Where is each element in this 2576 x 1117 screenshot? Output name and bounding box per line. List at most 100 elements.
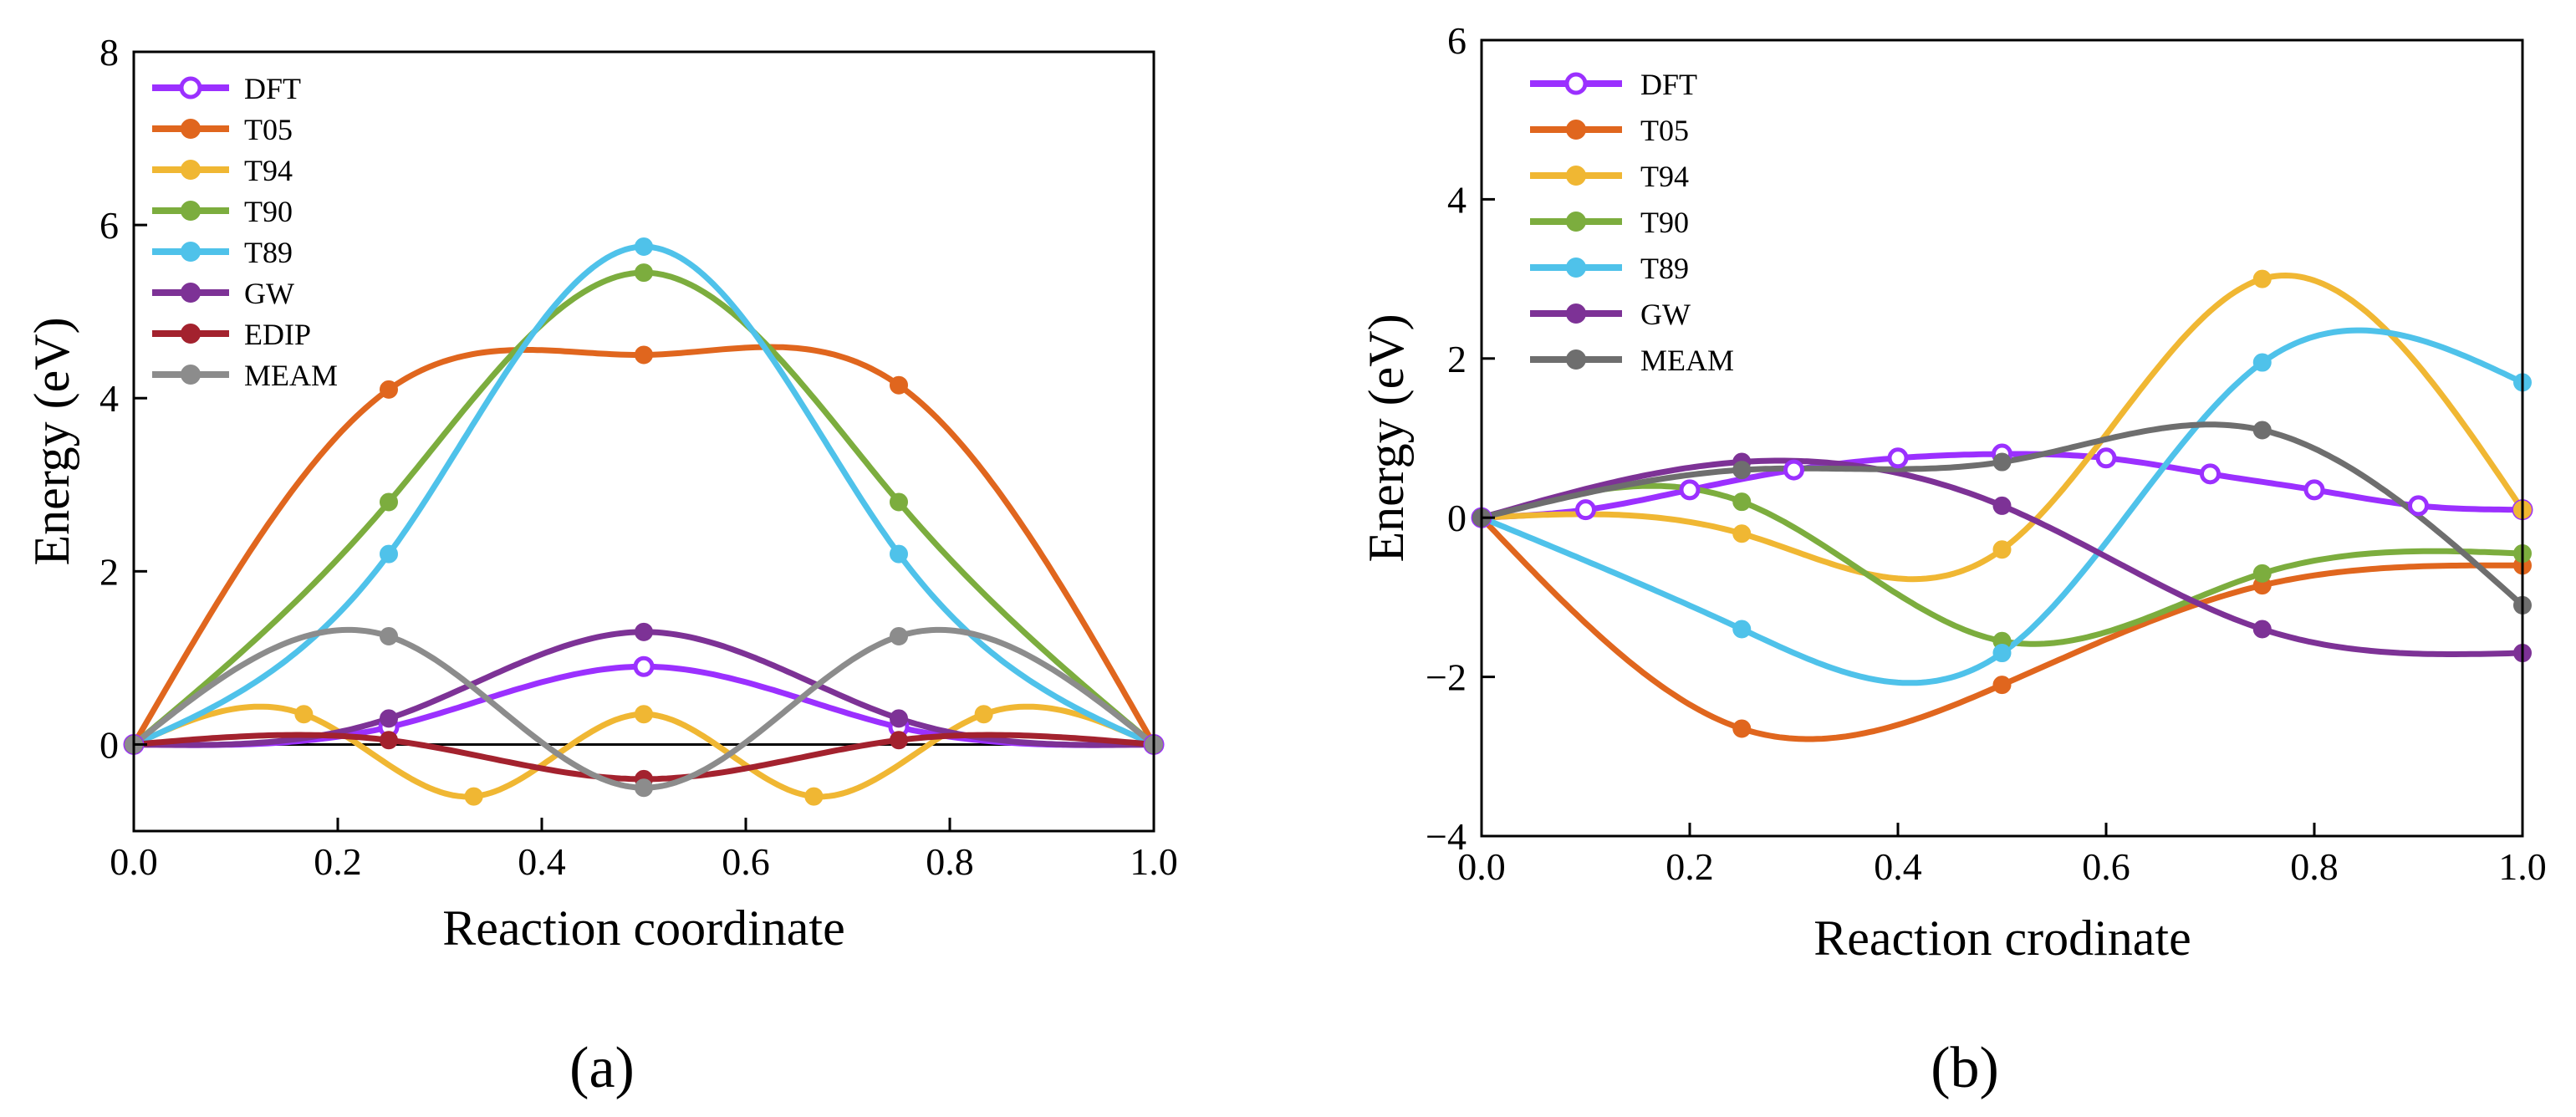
panel-b-data-point-t89 bbox=[1992, 644, 2012, 663]
panel-b-series-line-t94 bbox=[1482, 273, 2522, 583]
panel-b-legend-label-t05: T05 bbox=[1640, 114, 1689, 147]
panel-b-data-point-t05 bbox=[1732, 719, 1752, 738]
panel-b-data-point-dft bbox=[1679, 479, 1701, 501]
panel-a-legend-marker-dft bbox=[179, 76, 202, 99]
panel-a-legend-label-meam: MEAM bbox=[244, 359, 338, 392]
panel-b-legend-label-gw: GW bbox=[1640, 298, 1691, 331]
panel-b-data-point-dft bbox=[1575, 499, 1596, 521]
panel-b-data-point-gw bbox=[2252, 620, 2272, 639]
panel-b-x-tick-label: 0.4 bbox=[1874, 845, 1922, 888]
panel-a-series-line-t05 bbox=[134, 344, 1154, 747]
panel-b-x-tick-label: 0.2 bbox=[1665, 845, 1714, 888]
panel-a-legend-label-t89: T89 bbox=[244, 236, 293, 269]
panel-a-plot-frame bbox=[132, 50, 1155, 833]
panel-a-data-point-t90 bbox=[380, 492, 398, 512]
panel-b-legend-item-t89: T89 bbox=[1530, 252, 1689, 285]
panel-a-data-point-edip bbox=[890, 731, 908, 750]
panel-a-data-point-t90 bbox=[635, 263, 653, 283]
panel-a-legend-item-t05: T05 bbox=[152, 113, 293, 146]
panel-a-y-tick-labels: 0 2 4 6 8 bbox=[99, 31, 119, 766]
panel-b-y-tick-labels: −4 −2 0 2 4 6 bbox=[1426, 19, 1467, 858]
panel-b-legend-label-meam: MEAM bbox=[1640, 344, 1734, 377]
panel-b-legend-marker-t89 bbox=[1566, 258, 1586, 278]
panel-b-data-point-dft bbox=[1783, 459, 1804, 481]
panel-b-data-point-meam bbox=[1992, 452, 2012, 472]
panel-a-data-point-t05 bbox=[635, 345, 653, 365]
panel-a-data-point-t89 bbox=[890, 544, 908, 564]
panel-a-tick-marks bbox=[132, 50, 1155, 831]
panel-b-tick-marks bbox=[1480, 38, 2524, 838]
panel-a-legend-label-t90: T90 bbox=[244, 195, 293, 228]
panel-b-legend-item-gw: GW bbox=[1530, 298, 1691, 331]
panel-b-data-point-gw bbox=[1992, 496, 2012, 515]
panel-a-legend-item-edip: EDIP bbox=[152, 318, 311, 351]
panel-b-legend-item-meam: MEAM bbox=[1530, 344, 1734, 377]
panel-b-data-point-meam bbox=[1732, 461, 1752, 480]
panel-b-legend-label-t90: T90 bbox=[1640, 206, 1689, 239]
panel-a-data-point-t94 bbox=[974, 705, 993, 724]
panel-b-legend-marker-dft bbox=[1564, 72, 1588, 95]
panel-b-data-point-t89 bbox=[2252, 353, 2272, 372]
panel-a-data-point-edip bbox=[380, 731, 398, 750]
panel-a-x-tick-label: 1.0 bbox=[1130, 840, 1178, 883]
panel-b-data-point-dft bbox=[2095, 447, 2117, 469]
panel-a-data-point-meam bbox=[890, 627, 908, 645]
panel-a-label: (a) bbox=[569, 1036, 635, 1100]
panel-b-x-tick-label: 0.8 bbox=[2290, 845, 2339, 888]
panel-b-y-tick-label: −2 bbox=[1426, 656, 1467, 699]
panel-a-legend-item-gw: GW bbox=[152, 277, 294, 310]
panel-b-y-tick-label: 0 bbox=[1447, 497, 1467, 539]
panel-a-y-tick-label: 0 bbox=[99, 723, 119, 766]
panel-a-data-point-t05 bbox=[380, 380, 398, 399]
panel-b-y-axis-label: Energy (eV) bbox=[1359, 314, 1414, 562]
panel-b-data-point-t90 bbox=[1732, 492, 1752, 512]
panel-a-series-line-gw bbox=[134, 629, 1154, 748]
panel-a-data-point-t94 bbox=[804, 787, 824, 806]
panel-b-legend: DFT T05 T94 T90 T89 GW MEAM bbox=[1530, 68, 1734, 377]
panel-a-legend-item-dft: DFT bbox=[152, 72, 301, 105]
panel-a-legend-marker-t05 bbox=[181, 119, 201, 139]
panel-a-x-axis-label: Reaction coordinate bbox=[442, 900, 844, 956]
panel-a-legend-label-dft: DFT bbox=[244, 72, 301, 105]
panel-a-data-point-gw bbox=[380, 709, 398, 728]
panel-a-legend-label-gw: GW bbox=[244, 277, 294, 310]
panel-b-legend-marker-t05 bbox=[1566, 120, 1586, 140]
panel-a-legend-marker-edip bbox=[181, 324, 201, 344]
panel-a-data-point-t94 bbox=[294, 705, 314, 724]
panel-b-data-point-dft bbox=[1887, 447, 1909, 469]
panel-a-x-tick-label: 0.6 bbox=[722, 840, 770, 883]
panel-a-data-point-gw bbox=[890, 709, 908, 728]
panel-a-chart: 0.0 0.2 0.4 0.6 0.8 1.0 0 2 4 6 8 Reaction coordi… bbox=[24, 31, 1178, 1100]
panel-b-x-axis-label: Reaction crodinate bbox=[1813, 910, 2191, 966]
panel-b-data-point-meam bbox=[2252, 421, 2272, 440]
panel-a-data-point-t89 bbox=[635, 237, 653, 256]
panel-a-data-point-meam bbox=[635, 778, 653, 798]
panel-a-legend-item-t90: T90 bbox=[152, 195, 293, 228]
panel-b-data-point-dft bbox=[2200, 463, 2221, 485]
panel-a-legend-marker-t94 bbox=[181, 160, 201, 180]
panel-b-legend-item-t94: T94 bbox=[1530, 160, 1689, 193]
panel-a-x-tick-label: 0.4 bbox=[518, 840, 566, 883]
panel-a-legend-marker-t89 bbox=[181, 242, 201, 262]
panel-a-data-point-t94 bbox=[464, 787, 483, 806]
panel-b-y-tick-label: −4 bbox=[1426, 815, 1467, 858]
panel-a-legend-marker-meam bbox=[181, 365, 201, 385]
panel-b-data-point-t90 bbox=[2252, 564, 2272, 583]
panel-b-plot-frame bbox=[1480, 38, 2524, 838]
panel-b-y-tick-label: 4 bbox=[1447, 178, 1467, 221]
panel-a-legend-item-t89: T89 bbox=[152, 236, 293, 269]
panel-b-x-tick-label: 0.6 bbox=[2082, 845, 2130, 888]
panel-b-legend-marker-t90 bbox=[1566, 212, 1586, 232]
panel-a-data-point-t90 bbox=[890, 492, 908, 512]
panel-a-y-tick-label: 8 bbox=[99, 31, 119, 74]
panel-a-x-tick-label: 0.2 bbox=[314, 840, 362, 883]
panel-b-label: (b) bbox=[1931, 1036, 1999, 1100]
panel-a-data-point-t89 bbox=[380, 544, 398, 564]
panel-b-x-tick-labels: 0.0 0.2 0.4 0.6 0.8 1.0 bbox=[1457, 845, 2547, 888]
panel-a-data-point-dft bbox=[633, 655, 655, 677]
panel-a-y-tick-label: 2 bbox=[99, 550, 119, 593]
panel-a-legend-marker-t90 bbox=[181, 201, 201, 221]
panel-a-legend-item-t94: T94 bbox=[152, 154, 293, 187]
panel-a-legend: DFT T05 T94 T90 T89 GW EDIP MEAM bbox=[152, 72, 338, 392]
